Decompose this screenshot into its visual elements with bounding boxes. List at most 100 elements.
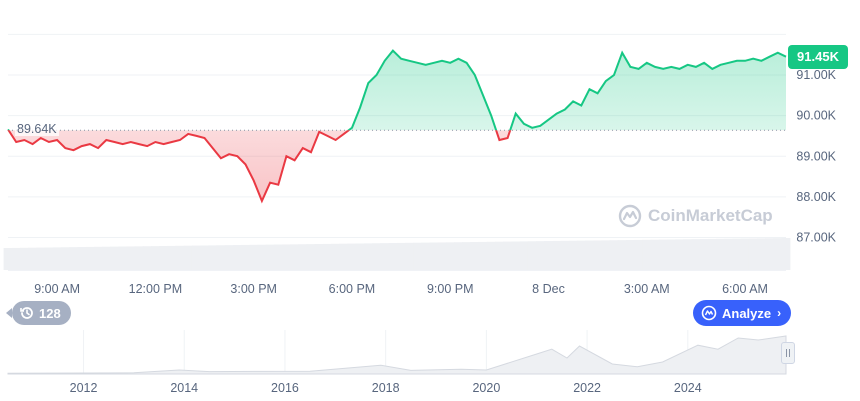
- navigator-year-label: 2014: [170, 381, 198, 395]
- volume-bar: [478, 241, 488, 270]
- x-tick-label: 6:00 PM: [329, 282, 376, 296]
- history-badge[interactable]: 128: [6, 301, 71, 325]
- volume-bar: [216, 245, 226, 270]
- volume-bar: [519, 241, 529, 270]
- volume-bar: [724, 238, 734, 270]
- volume-bar: [3, 248, 13, 270]
- volume-bar: [298, 244, 308, 270]
- volume-bar: [142, 246, 152, 270]
- volume-bar: [494, 241, 504, 270]
- volume-bar: [765, 238, 775, 270]
- volume-bar: [429, 242, 439, 270]
- volume-bar: [658, 239, 668, 270]
- volume-bar: [437, 242, 447, 270]
- chevron-right-icon: ›: [777, 306, 782, 320]
- volume-bar: [347, 243, 357, 270]
- volume-bar: [691, 239, 701, 270]
- y-tick-label: 91.00K: [796, 68, 836, 82]
- volume-bar: [11, 247, 21, 270]
- time-navigator[interactable]: 2012 2014 2016 2018 2020 2022 2024: [0, 330, 860, 401]
- volume-bar: [363, 243, 373, 270]
- volume-bar: [666, 239, 676, 270]
- volume-bar: [69, 247, 78, 270]
- x-axis: 9:00 AM 12:00 PM 3:00 PM 6:00 PM 9:00 PM 8 De…: [34, 282, 768, 296]
- volume-bar: [339, 243, 349, 270]
- volume-bar: [167, 245, 177, 270]
- volume-bar: [568, 240, 578, 270]
- x-tick-label: 12:00 PM: [129, 282, 183, 296]
- volume-bar: [208, 245, 218, 270]
- volume-bar: [699, 239, 709, 270]
- volume-bar: [159, 246, 168, 270]
- volume-bar: [110, 246, 119, 270]
- y-tick-label: 88.00K: [796, 190, 836, 204]
- volume-bar: [683, 239, 693, 270]
- area-below-reference: [8, 130, 511, 201]
- volume-bar: [232, 245, 242, 270]
- analyze-button[interactable]: Analyze ›: [693, 300, 792, 326]
- x-tick-label: 8 Dec: [532, 282, 565, 296]
- volume-bar: [675, 239, 684, 270]
- y-tick-label: 89.00K: [796, 149, 836, 163]
- volume-bar: [396, 242, 406, 270]
- volume-bar: [290, 244, 300, 270]
- volume-bar: [626, 240, 635, 270]
- volume-bar: [544, 241, 553, 270]
- navigator-year-label: 2020: [472, 381, 500, 395]
- volume-bar: [191, 245, 201, 270]
- navigator-handle[interactable]: [781, 342, 795, 364]
- volume-bar: [486, 241, 496, 270]
- volume-bar: [265, 244, 275, 270]
- volume-bar: [380, 243, 390, 270]
- volume-bar: [175, 245, 185, 270]
- volume-bar: [249, 244, 259, 270]
- volume-bar: [404, 242, 414, 270]
- volume-bar: [593, 240, 603, 270]
- volume-bar: [273, 244, 283, 270]
- volume-bar: [126, 246, 136, 270]
- volume-bar: [609, 240, 619, 270]
- price-chart[interactable]: 87.00K 88.00K 89.00K 90.00K 91.00K 9:00 AM 12…: [0, 0, 860, 300]
- history-count: 128: [39, 305, 61, 321]
- x-tick-label: 9:00 PM: [427, 282, 474, 296]
- volume-bar: [748, 238, 758, 270]
- analyze-label: Analyze: [722, 305, 772, 321]
- watermark-text: CoinMarketCap: [648, 206, 773, 225]
- volume-bar: [732, 238, 742, 270]
- volume-bar: [462, 242, 472, 270]
- volume-bar: [118, 246, 128, 270]
- volume-bar: [707, 238, 717, 270]
- volume-bar: [421, 242, 431, 270]
- volume-bar: [445, 242, 455, 270]
- coinmarketcap-watermark: CoinMarketCap: [618, 204, 773, 228]
- volume-bar: [601, 240, 611, 270]
- volume-bar: [224, 245, 234, 270]
- navigator-year-label: 2016: [271, 381, 299, 395]
- volume-bar: [282, 244, 291, 270]
- volume-bar: [85, 246, 95, 270]
- volume-bar: [470, 242, 480, 270]
- price-line-down: [7, 130, 512, 204]
- volume-bar: [773, 238, 783, 270]
- volume-bar: [52, 247, 62, 270]
- navigator-year-label: 2024: [674, 381, 702, 395]
- volume-bar: [183, 245, 193, 270]
- volume-bar: [200, 245, 209, 270]
- volume-bar: [552, 240, 562, 270]
- volume-bar: [413, 242, 422, 270]
- analyze-icon: [701, 305, 717, 321]
- volume-bar: [527, 241, 537, 270]
- navigator-year-label: 2022: [573, 381, 601, 395]
- volume-bar: [642, 239, 652, 270]
- volume-bar: [241, 244, 250, 270]
- price-line-up: [7, 49, 787, 131]
- volume-bar: [44, 247, 54, 270]
- volume-bar: [503, 241, 512, 270]
- volume-bar: [781, 238, 791, 270]
- history-icon: [20, 307, 33, 319]
- volume-bar: [93, 246, 103, 270]
- reference-price-label: 89.64K: [15, 122, 59, 137]
- y-tick-label: 90.00K: [796, 109, 836, 123]
- volume-bar: [306, 244, 316, 270]
- navigator-history-area: [7, 335, 787, 375]
